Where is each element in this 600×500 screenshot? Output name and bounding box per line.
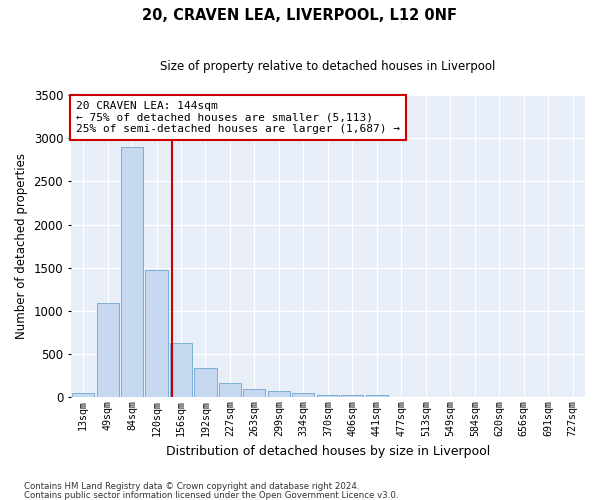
Bar bbox=[219, 382, 241, 398]
Bar bbox=[97, 303, 119, 398]
X-axis label: Distribution of detached houses by size in Liverpool: Distribution of detached houses by size … bbox=[166, 444, 490, 458]
Bar bbox=[366, 396, 388, 398]
Bar bbox=[170, 343, 192, 398]
Bar bbox=[72, 393, 94, 398]
Text: Contains HM Land Registry data © Crown copyright and database right 2024.: Contains HM Land Registry data © Crown c… bbox=[24, 482, 359, 491]
Bar bbox=[194, 368, 217, 398]
Text: 20 CRAVEN LEA: 144sqm
← 75% of detached houses are smaller (5,113)
25% of semi-d: 20 CRAVEN LEA: 144sqm ← 75% of detached … bbox=[76, 101, 400, 134]
Bar bbox=[341, 395, 364, 398]
Text: 20, CRAVEN LEA, LIVERPOOL, L12 0NF: 20, CRAVEN LEA, LIVERPOOL, L12 0NF bbox=[143, 8, 458, 22]
Bar bbox=[292, 393, 314, 398]
Bar bbox=[121, 147, 143, 398]
Bar bbox=[244, 388, 265, 398]
Y-axis label: Number of detached properties: Number of detached properties bbox=[15, 153, 28, 339]
Bar bbox=[268, 391, 290, 398]
Bar bbox=[317, 395, 339, 398]
Bar bbox=[145, 270, 167, 398]
Title: Size of property relative to detached houses in Liverpool: Size of property relative to detached ho… bbox=[160, 60, 496, 73]
Text: Contains public sector information licensed under the Open Government Licence v3: Contains public sector information licen… bbox=[24, 490, 398, 500]
